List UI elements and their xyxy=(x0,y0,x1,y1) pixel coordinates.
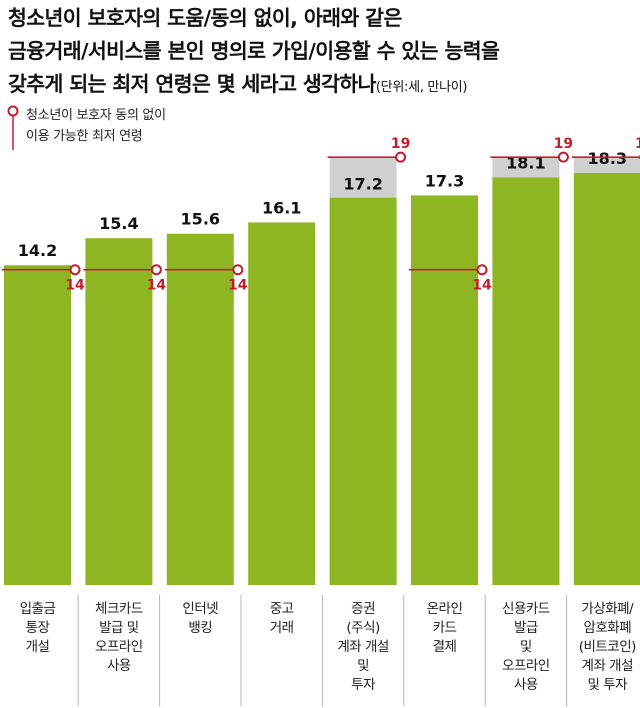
legal-age-marker-6 xyxy=(476,264,488,276)
category-label-7: 신용카드 발급 및 오프라인 사용 xyxy=(502,601,550,693)
legend-label-line-2: 이용 가능한 최저 연령 xyxy=(26,129,143,144)
category-label-3: 인터넷 뱅킹 xyxy=(182,601,219,636)
category-label-2: 체크카드 발급 및 오프라인 사용 xyxy=(95,601,143,674)
title-line-2: 금융거래/서비스를 본인 명의로 가입/이용할 수 있는 능력을 xyxy=(8,39,500,63)
title-line-1: 청소년이 보호자의 도움/동의 없이, 아래와 같은 xyxy=(8,6,402,30)
value-label-3: 15.6 xyxy=(181,210,220,229)
bar-8 xyxy=(573,172,640,585)
unit-note: (단위:세, 만나이) xyxy=(375,80,468,95)
legal-age-marker-3 xyxy=(232,264,244,276)
bar-4 xyxy=(248,222,316,585)
category-label-1: 입출금 통장 개설 xyxy=(19,601,56,655)
legend-label-line-1: 청소년이 보호자 동의 없이 xyxy=(26,108,166,123)
gap-bar-8 xyxy=(573,157,640,173)
gap-bar-5 xyxy=(329,157,397,198)
category-label-8: 가상화폐/ 암호화폐 (비트코인) 계좌 개설 및 투자 xyxy=(578,601,637,693)
bar-1 xyxy=(4,265,71,585)
legend: 청소년이 보호자 동의 없이 이용 가능한 최저 연령 xyxy=(6,104,266,154)
category-label-5: 증권 (주식) 계좌 개설 및 투자 xyxy=(337,601,389,693)
legal-age-label-3: 14 xyxy=(228,278,248,294)
value-label-8: 18.3 xyxy=(588,149,627,168)
bar-2 xyxy=(85,238,153,586)
title-line-3: 갖추게 되는 최저 연령은 몇 세라고 생각하나 xyxy=(8,72,377,96)
legal-age-label-5: 19 xyxy=(391,136,410,152)
value-label-6: 17.3 xyxy=(425,171,464,190)
value-label-7: 18.1 xyxy=(506,153,545,172)
legal-age-marker-1 xyxy=(69,264,81,276)
bar-5 xyxy=(329,197,397,586)
legal-age-label-6: 14 xyxy=(472,278,492,294)
value-label-4: 16.1 xyxy=(262,198,301,217)
legal-age-marker-7 xyxy=(557,151,569,163)
bar-6 xyxy=(411,195,478,586)
value-label-2: 15.4 xyxy=(99,214,138,233)
legal-age-label-7: 19 xyxy=(554,136,573,152)
bar-3 xyxy=(166,233,234,585)
legal-age-marker-5 xyxy=(395,151,407,163)
category-label-4: 중고 거래 xyxy=(269,601,294,636)
legal-age-label-8: 19 xyxy=(635,136,640,152)
value-label-1: 14.2 xyxy=(18,241,57,260)
value-label-5: 17.2 xyxy=(343,175,382,194)
bar-7 xyxy=(492,177,560,585)
category-label-6: 온라인 카드 결제 xyxy=(426,601,463,655)
legend-marker-icon xyxy=(7,105,19,150)
legal-age-label-2: 14 xyxy=(147,278,167,294)
chart-title: 청소년이 보호자의 도움/동의 없이, 아래와 같은 금융거래/서비스를 본인 … xyxy=(8,2,636,104)
gap-bar-7 xyxy=(492,157,560,178)
legal-age-label-1: 14 xyxy=(65,278,85,294)
legal-age-marker-2 xyxy=(150,264,162,276)
